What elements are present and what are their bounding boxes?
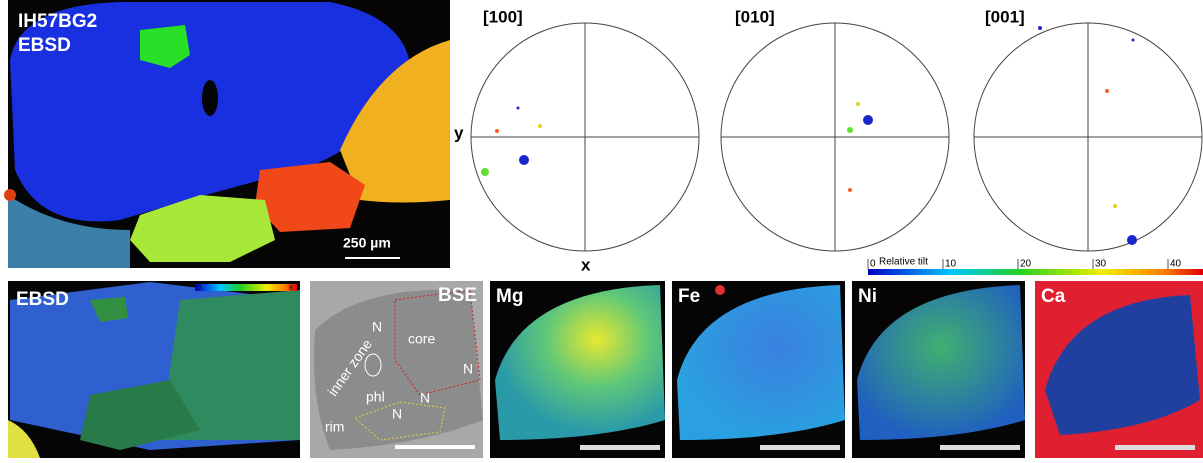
- shape: [1132, 39, 1135, 42]
- annotation: N: [372, 319, 382, 335]
- annotation: rim: [325, 419, 344, 435]
- shape: [202, 80, 218, 116]
- shape: [519, 155, 529, 165]
- pole-points: [481, 26, 1137, 245]
- scale-bar-label: 250 µm: [343, 235, 391, 251]
- annotation: phl: [366, 389, 385, 405]
- panel-label: Ca: [1041, 286, 1066, 307]
- shape: [195, 284, 297, 291]
- pole-label: [100]: [483, 7, 523, 26]
- colorbar-tick-label: 40: [1170, 259, 1182, 270]
- shape: [4, 189, 16, 201]
- colorbar-tick-label: 0: [870, 259, 876, 270]
- small-colorbar-tick: 0: [197, 285, 201, 292]
- panel-label: EBSD: [16, 289, 69, 310]
- panel-label: Fe: [678, 286, 700, 307]
- pole-label: [010]: [735, 7, 775, 26]
- shape: [856, 102, 860, 106]
- figure: IH57BG2 EBSD 250 µm [100] [010] [001] y …: [0, 0, 1203, 458]
- shape: [863, 115, 873, 125]
- shape: [538, 124, 542, 128]
- sample-label: IH57BG2: [18, 11, 97, 32]
- ebsd-small: EBSD 0 8: [8, 281, 300, 458]
- colorbar-tick-label: 30: [1095, 259, 1107, 270]
- shape: [580, 445, 660, 450]
- shape: [760, 445, 840, 450]
- shape: [1127, 235, 1137, 245]
- pole-label: [001]: [985, 7, 1025, 26]
- shape: [940, 445, 1020, 450]
- ebsd-map: IH57BG2 EBSD 250 µm: [4, 0, 450, 268]
- shape: [1115, 445, 1195, 450]
- ni-panel: Ni: [852, 281, 1025, 458]
- shape: [1105, 89, 1109, 93]
- shape: [517, 107, 520, 110]
- annotation: N: [420, 390, 430, 406]
- ca-panel: Ca: [1035, 281, 1203, 458]
- method-label: EBSD: [18, 35, 71, 56]
- annotation: core: [408, 331, 435, 347]
- shape: [395, 445, 475, 449]
- shape: [847, 127, 853, 133]
- colorbar-title: Relative tilt: [879, 257, 928, 268]
- shape: [848, 188, 852, 192]
- shape: [715, 285, 725, 295]
- fe-panel: Fe: [672, 281, 845, 458]
- small-colorbar-tick: 8: [289, 285, 293, 292]
- shape: [495, 129, 499, 133]
- bse-panel: BSE core inner zone phl rim N N N N: [310, 281, 483, 458]
- y-axis-label: y: [454, 123, 464, 142]
- pole-figures: [471, 23, 1202, 251]
- mg-panel: Mg: [490, 281, 665, 458]
- colorbar-tick-label: 10: [945, 259, 957, 270]
- panel-label: Mg: [496, 286, 523, 307]
- x-axis-label: x: [581, 255, 591, 274]
- shape: [1038, 26, 1042, 30]
- panel-label: Ni: [858, 286, 877, 307]
- panel-label: BSE: [438, 285, 477, 306]
- colorbar-tick-label: 20: [1020, 259, 1032, 270]
- annotation: N: [392, 406, 402, 422]
- shape: [481, 168, 489, 176]
- shape: [1113, 204, 1117, 208]
- colorbar: [868, 269, 1203, 275]
- annotation: N: [463, 361, 473, 377]
